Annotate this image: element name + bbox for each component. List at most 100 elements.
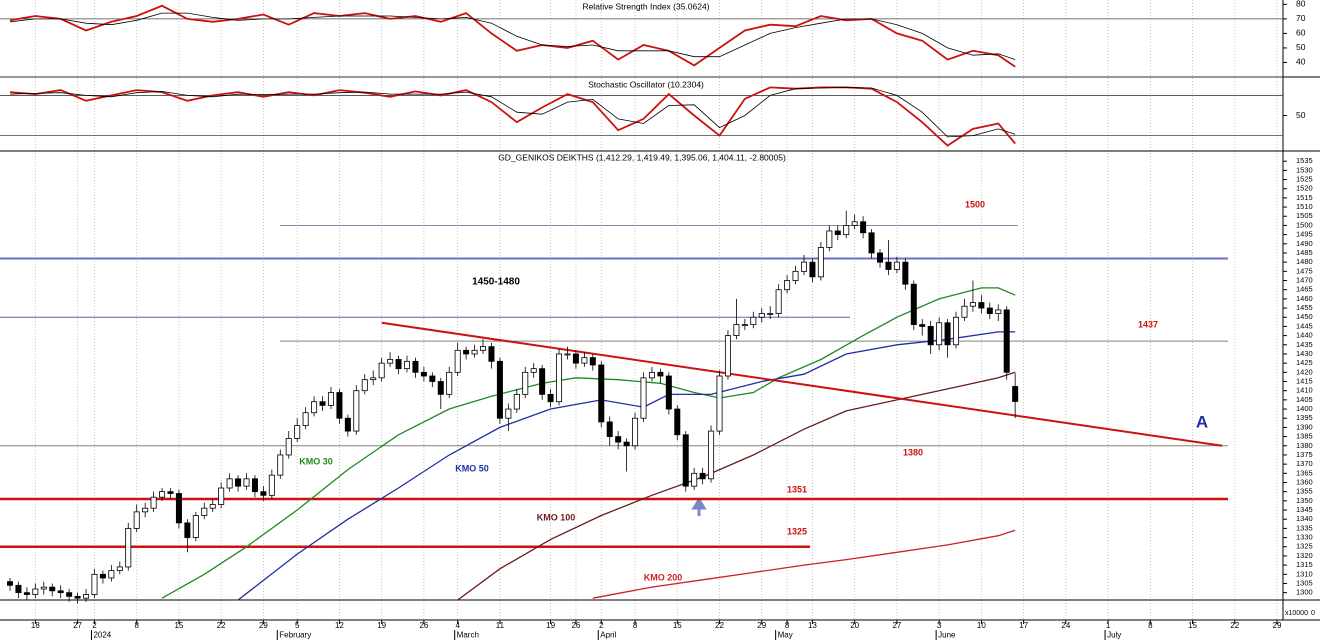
x-tick-label: 26 <box>571 621 580 630</box>
candle-body <box>285 438 292 456</box>
y-tick-label: 1420 <box>1296 367 1313 376</box>
candle-body <box>944 322 951 346</box>
candle-body <box>995 309 1002 314</box>
y-tick-label: 1530 <box>1296 165 1313 174</box>
candle-body <box>218 487 225 505</box>
y-tick-label: 50 <box>1296 110 1306 120</box>
period-label: April <box>600 631 616 640</box>
candle-body <box>471 349 478 355</box>
indicator-line <box>9 86 1016 138</box>
x-tick-label: 20 <box>850 621 859 630</box>
candle-body <box>201 507 208 516</box>
candle-body <box>733 324 740 337</box>
candle-body <box>843 225 850 236</box>
candle-body <box>66 592 73 597</box>
y-tick-label: 1500 <box>1296 220 1313 229</box>
y-tick-label: 1345 <box>1296 505 1313 514</box>
candle-body <box>268 474 275 496</box>
candle-body <box>74 595 81 599</box>
candle-body <box>724 335 731 377</box>
candle-body <box>1003 309 1010 373</box>
candle-body <box>83 594 90 599</box>
candle-body <box>648 371 655 379</box>
x-tick-label: 3 <box>937 621 942 630</box>
candle-body <box>741 324 748 326</box>
y-tick-label: 1465 <box>1296 285 1313 294</box>
candle-body <box>572 353 579 364</box>
candle-body <box>758 313 765 318</box>
y-tick-label: 1320 <box>1296 551 1313 560</box>
x-tick-label: 19 <box>546 621 555 630</box>
panel-title: Relative Strength Index (35.0624) <box>582 1 709 11</box>
candle-body <box>108 570 115 579</box>
x-tick-label: 19 <box>377 621 386 630</box>
x-tick-label: 8 <box>1148 621 1153 630</box>
volume-label: x10000 <box>1285 610 1308 617</box>
y-tick-label: 1460 <box>1296 294 1313 303</box>
candle-body <box>277 454 284 476</box>
candle-body <box>826 230 833 248</box>
period-label: May <box>778 631 793 640</box>
y-tick-label: 1520 <box>1296 184 1313 193</box>
x-tick-label: 29 <box>757 621 766 630</box>
candle-body <box>800 261 807 272</box>
candle-body <box>311 401 318 414</box>
x-tick-label: 11 <box>496 621 505 630</box>
candle-body <box>784 280 791 291</box>
x-tick-label: 22 <box>715 621 724 630</box>
y-tick-label: 50 <box>1296 42 1306 52</box>
candle-body <box>370 377 377 381</box>
candle-body <box>885 261 892 270</box>
x-tick-label: 29 <box>1273 621 1282 630</box>
candle-body <box>327 392 334 406</box>
candle-body <box>133 511 140 529</box>
candle-body <box>23 592 30 595</box>
candle-body <box>420 371 427 377</box>
level-label: 1500 <box>965 199 985 209</box>
y-tick-label: 1445 <box>1296 321 1313 330</box>
candle-body <box>49 586 56 592</box>
moving-average-line <box>457 371 1016 601</box>
candle-body <box>851 221 858 226</box>
candle-body <box>99 573 106 579</box>
candle-body <box>167 491 174 494</box>
candle-body <box>209 504 216 509</box>
y-tick-label: 1365 <box>1296 468 1313 477</box>
x-tick-label: 22 <box>217 621 226 630</box>
candle-body <box>446 371 453 395</box>
candle-body <box>294 425 301 439</box>
y-tick-label: 1425 <box>1296 358 1313 367</box>
candle-body <box>142 507 149 513</box>
candle-body <box>463 349 470 355</box>
annotation: A <box>1196 412 1208 431</box>
y-tick-label: 1380 <box>1296 441 1313 450</box>
series-label: KMO 100 <box>537 512 576 522</box>
panel-title: Stochastic Oscillator (10.2304) <box>588 79 704 89</box>
period-label: February <box>279 631 311 640</box>
candle-body <box>539 368 546 395</box>
candle-body <box>7 581 13 586</box>
arrow-icon <box>691 497 707 516</box>
y-tick-label: 1310 <box>1296 569 1313 578</box>
y-tick-label: 70 <box>1296 13 1306 23</box>
moving-average-line <box>237 331 1016 601</box>
candle-body <box>953 316 960 346</box>
x-tick-label: 1 <box>1106 621 1111 630</box>
candle-body <box>598 364 605 423</box>
y-tick-label: 1435 <box>1296 340 1313 349</box>
candle-body <box>682 434 689 487</box>
candle-body <box>159 491 166 498</box>
candle-body <box>699 472 706 480</box>
candle-body <box>868 232 875 254</box>
x-tick-label: 27 <box>73 621 82 630</box>
y-tick-label: 1470 <box>1296 276 1313 285</box>
candle-body <box>116 566 123 572</box>
panel-title: GD_GENIKOS DEIKTHS (1,412.29, 1,419.49, … <box>498 152 786 162</box>
y-tick-label: 1400 <box>1296 404 1313 413</box>
candle-body <box>615 436 622 443</box>
x-tick-label: 22 <box>1230 621 1239 630</box>
candle-body <box>336 392 343 419</box>
y-tick-label: 1370 <box>1296 459 1313 468</box>
candle-body <box>877 252 884 263</box>
y-tick-label: 1325 <box>1296 542 1313 551</box>
